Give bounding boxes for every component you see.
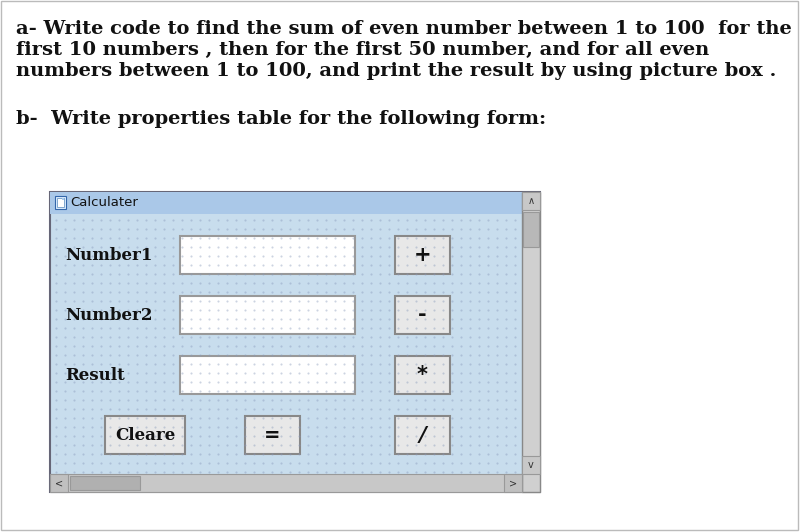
Text: first 10 numbers , then for the first 50 number, and for all even: first 10 numbers , then for the first 50…: [16, 41, 710, 59]
Text: numbers between 1 to 100, and print the result by using picture box .: numbers between 1 to 100, and print the …: [16, 62, 776, 80]
Text: Cleare: Cleare: [115, 427, 175, 444]
Bar: [395, 356, 450, 394]
Bar: [50, 474, 68, 492]
Bar: [180, 236, 355, 274]
Bar: [50, 192, 540, 214]
Text: Number1: Number1: [65, 246, 152, 263]
Text: >: >: [509, 478, 517, 488]
Bar: [105, 416, 185, 454]
Text: /: /: [418, 425, 426, 445]
Bar: [504, 474, 522, 492]
Text: <: <: [55, 478, 63, 488]
Bar: [522, 192, 540, 492]
Bar: [245, 416, 300, 454]
Bar: [395, 416, 450, 454]
Text: *: *: [417, 365, 428, 385]
Bar: [395, 236, 450, 274]
Bar: [57, 198, 64, 207]
Text: +: +: [414, 245, 431, 265]
Bar: [70, 476, 140, 490]
Bar: [523, 212, 539, 247]
Bar: [55, 196, 66, 209]
Bar: [50, 474, 522, 492]
Text: =: =: [264, 426, 281, 445]
Text: a- Write code to find the sum of even number between 1 to 100  for the: a- Write code to find the sum of even nu…: [16, 20, 792, 38]
Text: ∧: ∧: [527, 196, 534, 206]
Text: Number2: Number2: [65, 306, 153, 323]
Text: b-  Write properties table for the following form:: b- Write properties table for the follow…: [16, 110, 546, 128]
Text: v: v: [528, 460, 534, 470]
Bar: [50, 192, 540, 492]
Text: -: -: [418, 305, 427, 325]
Bar: [180, 356, 355, 394]
Text: Result: Result: [65, 367, 125, 384]
Bar: [180, 296, 355, 334]
Bar: [522, 192, 540, 210]
Text: Calculater: Calculater: [70, 196, 138, 210]
Bar: [522, 456, 540, 474]
Bar: [62, 198, 64, 200]
Bar: [395, 296, 450, 334]
